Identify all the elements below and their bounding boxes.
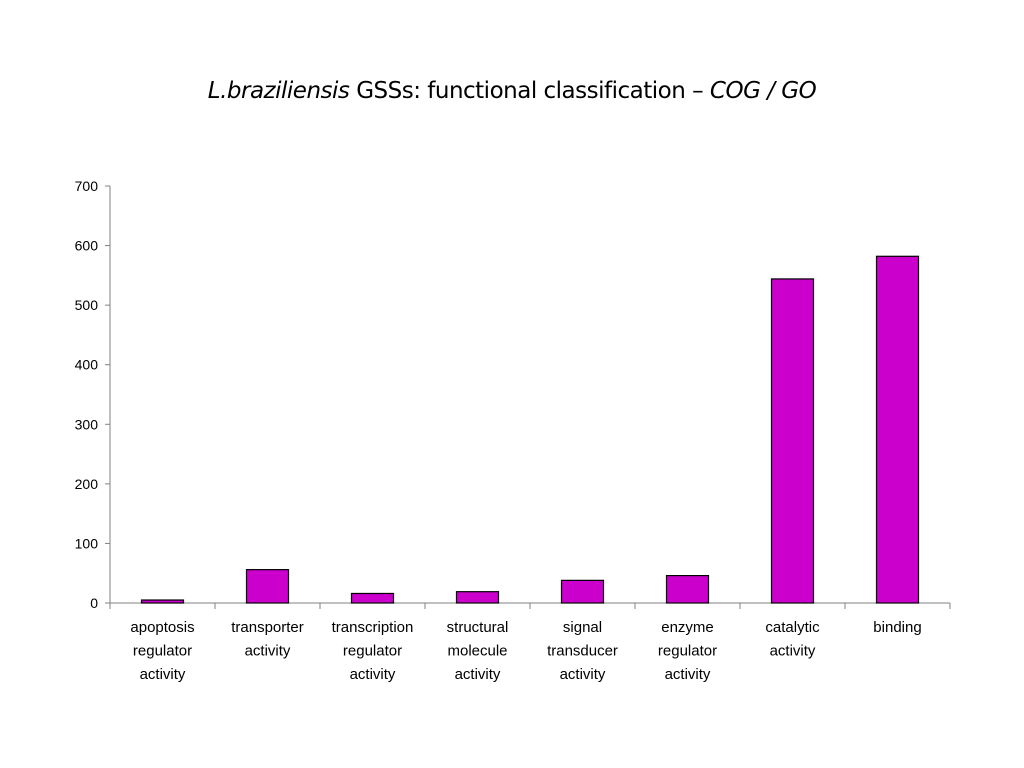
x-category-label-line: activity [350, 666, 396, 683]
x-category-label-line: activity [140, 666, 186, 683]
x-category-label: enzyme regulator activity [658, 619, 717, 683]
x-category-label-line: signal [563, 619, 602, 636]
y-tick-label: 600 [75, 238, 99, 254]
x-category-label-line: transporter [231, 619, 304, 636]
x-category-label-line: catalytic [765, 619, 820, 636]
y-tick-label: 100 [75, 535, 99, 551]
x-category-label-line: activity [665, 666, 711, 683]
bar [140, 599, 185, 604]
x-category-label: catalytic activity [765, 619, 820, 660]
x-category-label: transporter activity [231, 619, 304, 660]
chart-bars [140, 255, 920, 604]
x-category-label: signal transducer activity [547, 619, 618, 683]
title-italic-prefix: L.braziliensis [207, 78, 350, 104]
x-category-label-line: regulator [133, 643, 192, 660]
bar [245, 569, 290, 604]
y-tick-label: 500 [75, 297, 99, 313]
x-category-label: apoptosis regulator activity [130, 619, 194, 683]
y-tick-label: 300 [75, 416, 99, 432]
bar [455, 591, 500, 604]
x-category-label-line: transcription [332, 619, 414, 636]
x-category-label-line: transducer [547, 643, 618, 660]
x-category-label-line: binding [873, 619, 921, 636]
x-category-label: structural molecule activity [447, 619, 509, 683]
x-category-label-line: enzyme [661, 619, 714, 636]
bar [665, 574, 710, 604]
title-italic-suffix: COG / GO [709, 78, 817, 104]
x-category-label-line: structural [447, 619, 509, 636]
x-category-label-line: activity [245, 643, 291, 660]
x-category-label-line: molecule [447, 643, 507, 660]
chart-labels: apoptosis regulator activity transporter act… [130, 619, 921, 683]
x-category-label-line: regulator [658, 643, 717, 660]
y-tick-label: 200 [75, 476, 99, 492]
x-category-label-line: activity [560, 666, 606, 683]
y-tick-label: 700 [75, 178, 99, 194]
x-category-label-line: apoptosis [130, 619, 194, 636]
x-category-label-line: regulator [343, 643, 402, 660]
chart-title: L.braziliensis GSSs: functional classifi… [0, 78, 1024, 104]
y-tick-label: 0 [90, 595, 98, 611]
x-category-label-line: activity [455, 666, 501, 683]
title-main: GSSs: functional classification – [349, 78, 710, 104]
bar [350, 592, 395, 604]
x-category-label: transcription regulator activity [332, 619, 414, 683]
x-category-label: binding [873, 619, 921, 636]
bar [770, 278, 815, 604]
y-tick-label: 400 [75, 357, 99, 373]
bar [560, 579, 605, 604]
bar [875, 255, 920, 604]
chart-axes: 0 100 200 300 400 500 600 700 [75, 178, 951, 611]
x-category-label-line: activity [770, 643, 816, 660]
